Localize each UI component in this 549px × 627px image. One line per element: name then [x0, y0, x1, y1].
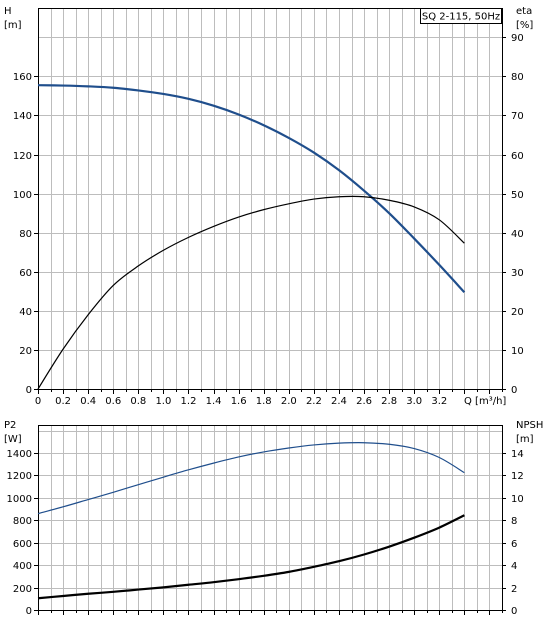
bottom-right-tick-label: 10 — [511, 494, 524, 505]
top-right-tick-label: 30 — [511, 268, 524, 279]
bottom-right-tick-label: 14 — [511, 449, 524, 460]
chart-title: SQ 2-115, 50Hz — [422, 12, 500, 23]
top-left-axis-unit: [m] — [4, 20, 22, 31]
x-tick-label: 3.2 — [431, 396, 447, 407]
bottom-right-tick-label: 12 — [511, 471, 524, 482]
top-right-tick-label: 10 — [511, 346, 524, 357]
bottom-series-line-0 — [37, 442, 465, 515]
top-series-line-0 — [37, 84, 466, 294]
x-tick-label: 2.6 — [356, 396, 372, 407]
chart-title-frame — [420, 8, 502, 24]
top-right-tick-label: 60 — [511, 151, 524, 162]
x-tick-label: 2.8 — [381, 396, 397, 407]
top-left-tick-label: 140 — [13, 111, 32, 122]
top-left-tick-label: 100 — [13, 190, 32, 201]
top-right-axis-name: eta — [516, 6, 532, 17]
top-right-tick-label: 70 — [511, 111, 524, 122]
bottom-grid — [38, 425, 502, 610]
x-tick-label: 1.4 — [206, 396, 222, 407]
top-left-tick-label: 60 — [19, 268, 32, 279]
bottom-left-tick-label: 600 — [13, 539, 32, 550]
bottom-right-tick-label: 6 — [511, 539, 517, 550]
x-tick-label: 1.6 — [231, 396, 247, 407]
bottom-left-tick-label: 1400 — [7, 449, 32, 460]
bottom-series-line-1 — [37, 514, 465, 600]
x-tick-label: 0.8 — [130, 396, 146, 407]
bottom-left-axis-name: P2 — [4, 420, 16, 431]
top-right-tick-label: 80 — [511, 72, 524, 83]
head-efficiency-panel: 0 20 40 60 80 100 120 140 160 0 10 20 30 40 50 60 70 80 90… — [4, 6, 533, 407]
x-tick-label: 0.2 — [55, 396, 71, 407]
x-tick-label: 1.8 — [256, 396, 272, 407]
top-left-tick-label: 0 — [26, 385, 32, 396]
top-right-tick-label: 40 — [511, 229, 524, 240]
bottom-right-tick-label: 2 — [511, 584, 517, 595]
top-grid — [38, 8, 502, 389]
top-right-tick-label: 50 — [511, 190, 524, 201]
bottom-left-tick-label: 800 — [13, 516, 32, 527]
x-tick-label: 2.4 — [331, 396, 347, 407]
x-tick-label: 2.2 — [306, 396, 322, 407]
bottom-left-tick-label: 200 — [13, 584, 32, 595]
top-left-tick-label: 80 — [19, 229, 32, 240]
bottom-left-tick-label: 1200 — [7, 471, 32, 482]
bottom-right-tick-label: 4 — [511, 561, 517, 572]
x-tick-label: 2.0 — [281, 396, 297, 407]
top-right-tick-label: 20 — [511, 307, 524, 318]
top-plot-frame — [38, 8, 503, 390]
bottom-right-axis-name: NPSH — [516, 420, 543, 431]
x-axis-label: Q [m³/h] — [464, 396, 506, 407]
bottom-right-tick-label: 0 — [511, 606, 517, 617]
x-tick-label: 1.2 — [181, 396, 197, 407]
x-tick-label: 0.6 — [105, 396, 121, 407]
top-left-axis-name: H — [4, 6, 12, 17]
power-npsh-panel: 0 200 400 600 800 1000 1200 1400 0 2 4 6 8 10 12 14 P2 [W… — [4, 420, 543, 617]
top-right-tick-label: 90 — [511, 33, 524, 44]
top-left-tick-label: 160 — [13, 72, 32, 83]
top-left-tick-label: 20 — [19, 346, 32, 357]
bottom-left-axis-unit: [W] — [4, 434, 22, 445]
bottom-right-tick-label: 8 — [511, 516, 517, 527]
top-right-axis-unit: [%] — [516, 20, 533, 31]
bottom-left-tick-label: 400 — [13, 561, 32, 572]
top-series-line-1 — [37, 195, 465, 390]
bottom-right-axis-unit: [m] — [516, 434, 534, 445]
x-tick-label: 0 — [35, 396, 41, 407]
bottom-left-tick-label: 0 — [26, 606, 32, 617]
top-left-tick-label: 120 — [13, 151, 32, 162]
x-tick-label: 1.0 — [155, 396, 171, 407]
bottom-plot-frame — [38, 425, 503, 611]
top-left-tick-label: 40 — [19, 307, 32, 318]
top-right-tick-label: 0 — [511, 385, 517, 396]
bottom-left-tick-label: 1000 — [7, 494, 32, 505]
x-tick-label: 3.0 — [406, 396, 422, 407]
chart-title-box: SQ 2-115, 50Hz — [420, 8, 502, 24]
x-tick-label: 0.4 — [80, 396, 96, 407]
